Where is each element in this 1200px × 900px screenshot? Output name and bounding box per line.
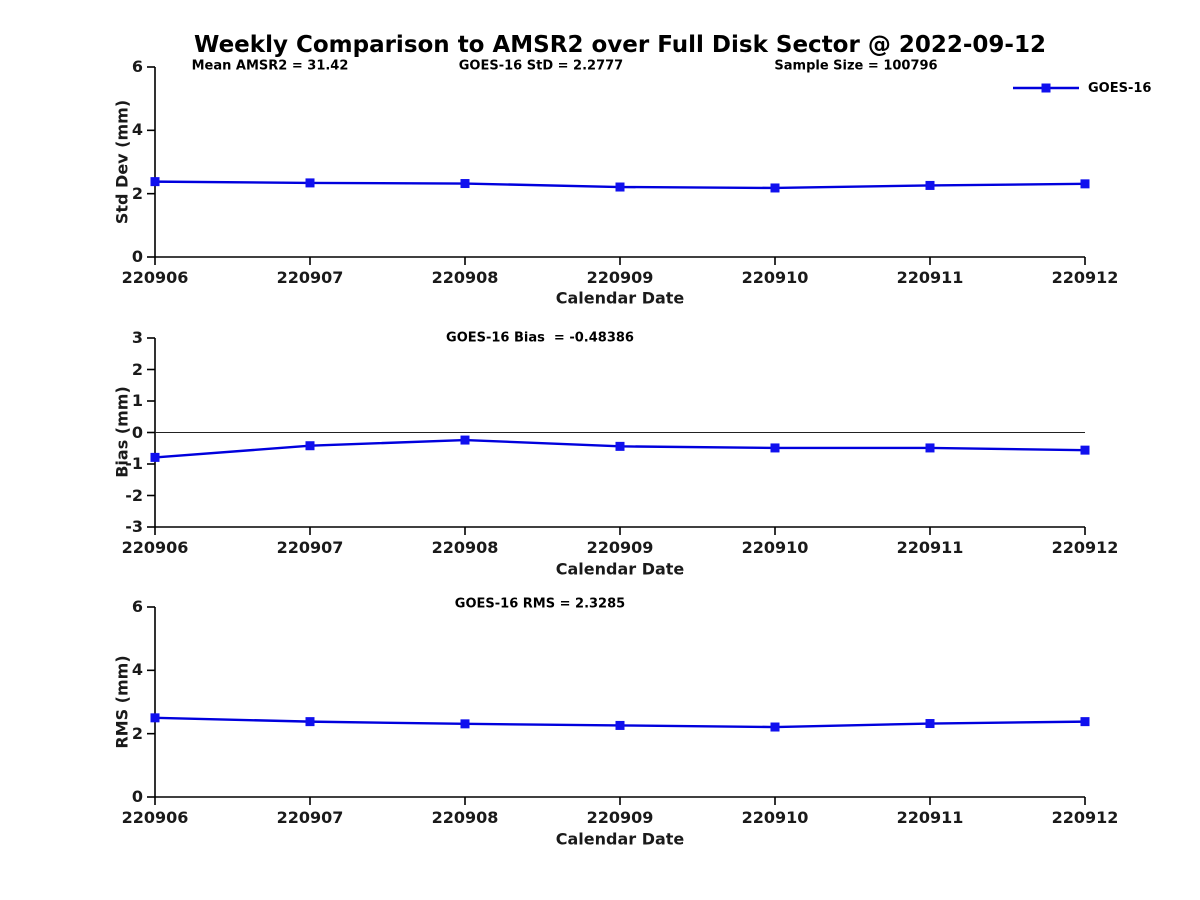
- annotation-goes16-bias: GOES-16 Bias = -0.48386: [446, 330, 634, 346]
- x-tick-label: 220910: [741, 808, 809, 827]
- y-tick-label: 2: [131, 723, 143, 743]
- data-point-marker: [615, 441, 625, 451]
- legend: GOES-16: [1012, 80, 1151, 96]
- x-axis-label-calendar-date-3: Calendar Date: [555, 829, 685, 849]
- x-tick-label: 220910: [741, 268, 809, 287]
- data-point-marker: [1080, 445, 1090, 455]
- y-tick-label: 3: [131, 328, 143, 347]
- x-tick-label: 220906: [121, 268, 189, 287]
- x-tick-label: 220908: [431, 808, 499, 827]
- y-axis-label-std-dev: Std Dev (mm): [112, 99, 132, 225]
- x-axis-label-calendar-date-2: Calendar Date: [555, 559, 685, 579]
- x-tick-label: 220907: [276, 268, 344, 287]
- data-point-marker: [305, 178, 315, 188]
- data-point-marker: [150, 452, 160, 462]
- x-tick-label: 220908: [431, 538, 499, 557]
- legend-line-marker-icon: [1013, 83, 1079, 93]
- x-tick-label: 220907: [276, 808, 344, 827]
- axis-line: [154, 607, 1085, 798]
- x-tick-label: 220908: [431, 268, 499, 287]
- annotation-goes16-std: GOES-16 StD = 2.2777: [458, 58, 624, 74]
- y-tick-label: -1: [125, 454, 143, 473]
- data-point-marker: [770, 183, 780, 193]
- data-point-marker: [305, 441, 315, 451]
- axis-line: [154, 67, 1085, 258]
- data-point-marker: [1080, 179, 1090, 189]
- x-tick-label: 220906: [121, 538, 189, 557]
- x-axis-label-calendar-date-1: Calendar Date: [555, 288, 685, 308]
- data-point-marker: [150, 713, 160, 723]
- data-point-marker: [925, 443, 935, 453]
- x-tick-label: 220906: [121, 808, 189, 827]
- y-tick-label: 2: [131, 183, 143, 203]
- y-tick-label: -2: [125, 485, 143, 505]
- data-point-marker: [460, 179, 470, 189]
- data-point-marker: [615, 720, 625, 730]
- y-tick-label: 4: [131, 120, 143, 140]
- x-tick-label: 220910: [741, 538, 809, 557]
- x-tick-label: 220909: [586, 268, 654, 287]
- data-point-marker: [150, 177, 160, 187]
- y-tick-label: 6: [131, 57, 143, 76]
- x-tick-label: 220912: [1051, 268, 1119, 287]
- data-point-marker: [770, 443, 780, 453]
- data-point-marker: [1080, 717, 1090, 727]
- annotation-sample-size: Sample Size = 100796: [774, 58, 938, 74]
- x-tick-label: 220909: [586, 808, 654, 827]
- annotation-mean-amsr2: Mean AMSR2 = 31.42: [191, 58, 349, 74]
- figure-title: Weekly Comparison to AMSR2 over Full Dis…: [194, 32, 1046, 58]
- x-tick-label: 220911: [896, 268, 964, 287]
- y-tick-label: 1: [131, 391, 143, 410]
- data-point-marker: [305, 717, 315, 727]
- y-tick-label: 2: [131, 359, 143, 379]
- x-tick-label: 220912: [1051, 808, 1119, 827]
- y-tick-label: 0: [131, 422, 143, 442]
- x-tick-label: 220909: [586, 538, 654, 557]
- x-tick-label: 220912: [1051, 538, 1119, 557]
- x-tick-label: 220911: [896, 538, 964, 557]
- y-tick-label: 0: [131, 787, 143, 806]
- x-tick-label: 220907: [276, 538, 344, 557]
- legend-label: GOES-16: [1088, 80, 1152, 96]
- y-tick-label: -3: [125, 517, 143, 536]
- data-point-marker: [615, 182, 625, 192]
- data-point-marker: [925, 719, 935, 729]
- y-tick-label: 4: [131, 660, 143, 680]
- data-point-marker: [460, 435, 470, 445]
- annotation-goes16-rms: GOES-16 RMS = 2.3285: [454, 596, 626, 612]
- data-point-marker: [770, 722, 780, 732]
- data-point-marker: [925, 180, 935, 190]
- x-tick-label: 220911: [896, 808, 964, 827]
- y-tick-label: 6: [131, 597, 143, 616]
- data-point-marker: [460, 719, 470, 729]
- y-tick-label: 0: [131, 247, 143, 266]
